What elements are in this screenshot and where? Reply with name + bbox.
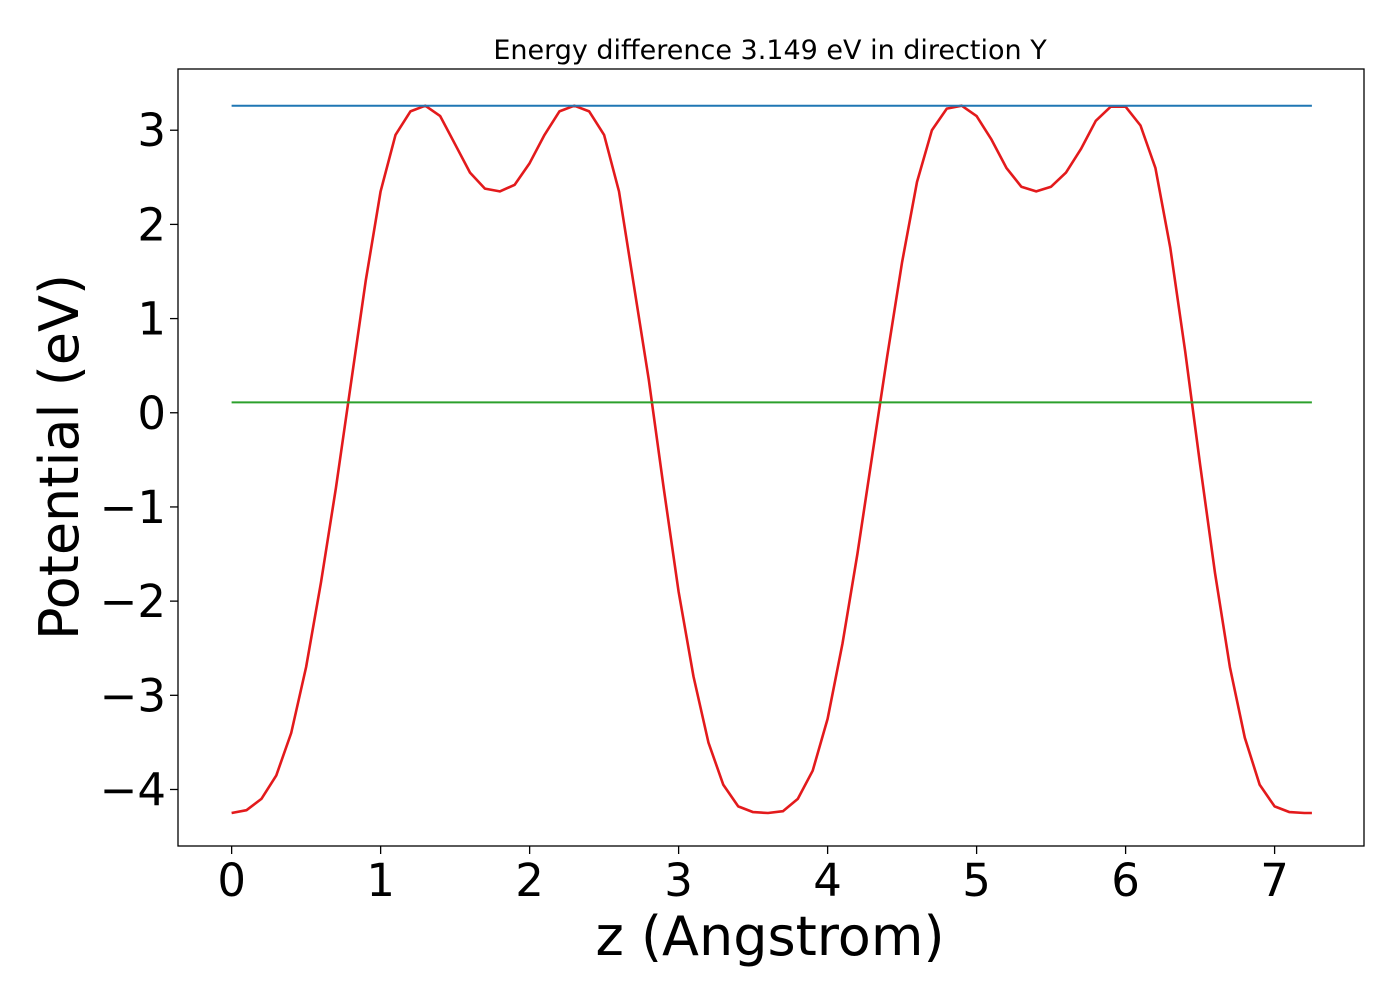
plot-area bbox=[231, 104, 1312, 815]
x-tick-label: 4 bbox=[813, 854, 842, 907]
y-tick-label: −1 bbox=[100, 481, 166, 534]
x-tick-label: 6 bbox=[1111, 854, 1140, 907]
y-axis-label: Potential (eV) bbox=[28, 274, 91, 640]
x-tick-label: 7 bbox=[1260, 854, 1289, 907]
series-line-1 bbox=[231, 104, 1312, 815]
y-tick-label: −3 bbox=[100, 669, 166, 722]
y-tick-label: 0 bbox=[137, 387, 166, 440]
x-tick-label: 1 bbox=[366, 854, 395, 907]
x-tick-label: 5 bbox=[962, 854, 991, 907]
plot-frame bbox=[177, 68, 1365, 847]
x-tick-label: 2 bbox=[515, 854, 544, 907]
x-axis-label: z (Angstrom) bbox=[595, 905, 944, 968]
y-tick-label: 1 bbox=[137, 293, 166, 346]
y-tick-label: −2 bbox=[100, 575, 166, 628]
x-tick-label: 3 bbox=[664, 854, 693, 907]
y-tick-label: −4 bbox=[100, 763, 166, 816]
y-tick-label: 3 bbox=[137, 104, 166, 157]
y-tick-label: 2 bbox=[137, 198, 166, 251]
chart-title: Energy difference 3.149 eV in direction … bbox=[493, 35, 1047, 66]
x-tick-label: 0 bbox=[217, 854, 246, 907]
axis-ticks: 0 1 2 3 4 5 6 7 −4 −3 −2 −1 0 1 2 3 bbox=[100, 104, 1289, 907]
